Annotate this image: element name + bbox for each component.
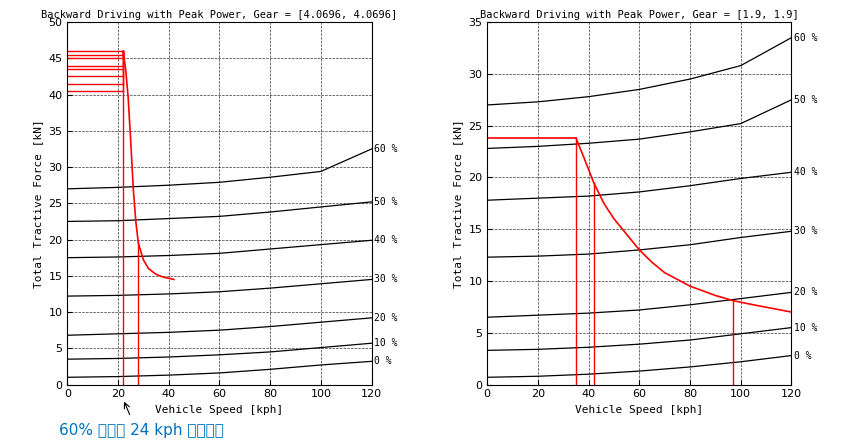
- Text: 40 %: 40 %: [374, 235, 397, 245]
- Text: 40 %: 40 %: [794, 167, 818, 177]
- Text: 10 %: 10 %: [794, 323, 818, 332]
- X-axis label: Vehicle Speed [kph]: Vehicle Speed [kph]: [575, 405, 703, 415]
- Text: 60% 경사지 24 kph 주행가능: 60% 경사지 24 kph 주행가능: [59, 423, 224, 438]
- Title: Backward Driving with Peak Power, Gear = [4.0696, 4.0696]: Backward Driving with Peak Power, Gear =…: [41, 10, 397, 20]
- Text: 20 %: 20 %: [794, 287, 818, 297]
- X-axis label: Vehicle Speed [kph]: Vehicle Speed [kph]: [156, 405, 284, 415]
- Text: 60 %: 60 %: [374, 144, 397, 154]
- Text: 50 %: 50 %: [794, 95, 818, 105]
- Text: 20 %: 20 %: [374, 313, 397, 323]
- Text: 50 %: 50 %: [374, 197, 397, 207]
- Y-axis label: Total Tractive Force [kN]: Total Tractive Force [kN]: [453, 119, 463, 288]
- Text: 0 %: 0 %: [794, 351, 812, 361]
- Text: 30 %: 30 %: [794, 226, 818, 236]
- Text: 60 %: 60 %: [794, 33, 818, 42]
- Title: Backward Driving with Peak Power, Gear = [1.9, 1.9]: Backward Driving with Peak Power, Gear =…: [480, 10, 799, 20]
- Text: 10 %: 10 %: [374, 338, 397, 348]
- Text: 30 %: 30 %: [374, 274, 397, 285]
- Text: 0 %: 0 %: [374, 356, 392, 366]
- Y-axis label: Total Tractive Force [kN]: Total Tractive Force [kN]: [33, 119, 43, 288]
